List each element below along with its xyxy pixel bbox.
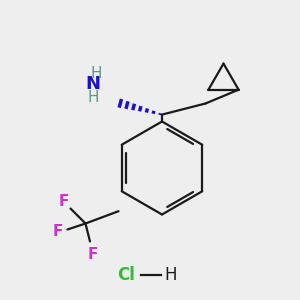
- Text: F: F: [52, 224, 63, 238]
- Text: Cl: Cl: [117, 266, 135, 284]
- Text: F: F: [88, 247, 98, 262]
- Text: H: H: [87, 90, 99, 105]
- Text: H: H: [165, 266, 177, 284]
- Text: H: H: [90, 66, 102, 81]
- Text: N: N: [85, 75, 100, 93]
- Text: F: F: [58, 194, 69, 208]
